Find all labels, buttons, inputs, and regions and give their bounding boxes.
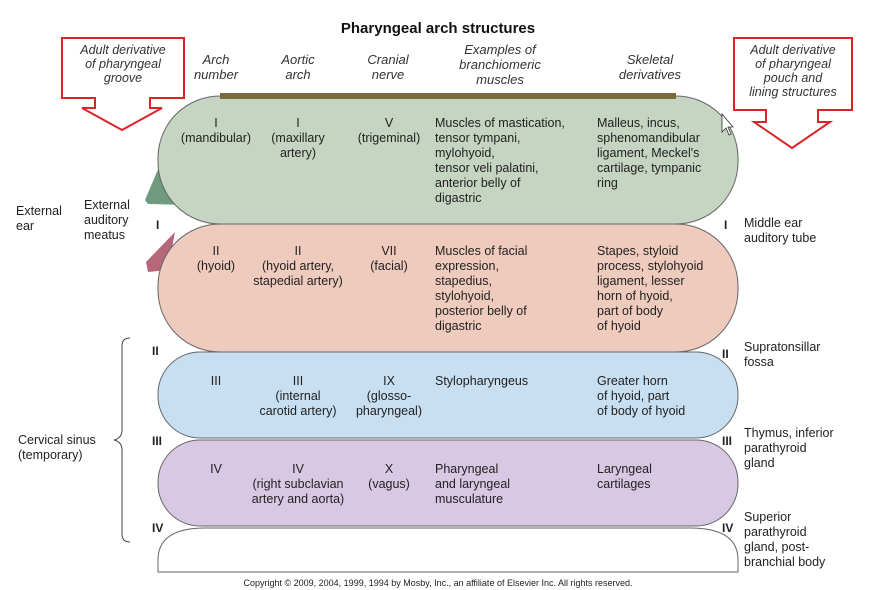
- pouch-number-3: III: [722, 434, 733, 448]
- header-skeletal: Skeletal derivatives: [618, 52, 682, 82]
- arch3-muscles: Stylopharyngeus: [435, 374, 529, 388]
- cervical-sinus-brace: [113, 337, 131, 543]
- header-muscles: Examples of branchiomeric muscles: [459, 42, 541, 87]
- groove-number-3: III: [152, 434, 163, 448]
- arch4-skeletal: Laryngeal cartilages: [597, 462, 652, 491]
- arch2-number: II (hyoid): [196, 244, 236, 273]
- header-aortic-arch: Aortic arch: [281, 52, 315, 82]
- pouch-derivative-label: Adult derivative of pharyngeal pouch and…: [749, 43, 837, 99]
- arch3-nerve: IX (glosso- pharyngeal): [355, 374, 422, 418]
- arch1-skeletal: Malleus, incus, sphenomandibular ligamen…: [597, 116, 702, 190]
- arch4-muscles: Pharyngeal and laryngeal musculature: [435, 462, 511, 506]
- arch2-muscles: Muscles of facial expression, stapedius,…: [435, 244, 528, 333]
- arch3-aortic: III (internal carotid artery): [259, 374, 337, 418]
- arch-bottom-partial: [157, 527, 739, 573]
- middle-ear-label: Middle ear auditory tube: [744, 216, 817, 245]
- mouse-cursor-icon: [721, 112, 734, 136]
- superior-parathyroid-label: Superior parathyroid gland, post- branch…: [744, 510, 826, 569]
- groove-number-4: IV: [152, 521, 164, 535]
- header-cranial-nerve: Cranial nerve: [367, 52, 409, 82]
- external-ear-label: External ear: [16, 204, 62, 233]
- cervical-sinus-label: Cervical sinus (temporary): [18, 433, 96, 462]
- arch1-muscles: Muscles of mastication, tensor tympani, …: [435, 116, 565, 205]
- thymus-label: Thymus, inferior parathyroid gland: [744, 426, 834, 470]
- arch3-number: III: [210, 374, 222, 388]
- copyright-notice: Copyright © 2009, 2004, 1999, 1994 by Mo…: [243, 578, 633, 588]
- arch2-nerve: VII (facial): [370, 244, 408, 273]
- arch-band-4: [157, 439, 739, 527]
- header-arch-number: Arch number: [193, 52, 239, 82]
- pouch-number-4: IV: [722, 521, 734, 535]
- groove-arrow: [61, 37, 185, 132]
- pouch-arrow: [733, 37, 853, 150]
- arch1-nerve: V (trigeminal): [357, 116, 421, 145]
- arch1-aortic: I (maxillary artery): [271, 116, 325, 160]
- arch4-aortic: IV (right subclavian artery and aorta): [251, 462, 345, 506]
- arch1-number: I (mandibular): [180, 116, 252, 145]
- arch2-aortic: II (hyoid artery, stapedial artery): [253, 244, 343, 288]
- arch4-number: IV: [210, 462, 222, 476]
- diagram-title: Pharyngeal arch structures: [340, 20, 536, 37]
- arch2-skeletal: Stapes, styloid process, stylohyoid liga…: [597, 244, 704, 333]
- pouch-number-2: II: [722, 347, 729, 361]
- groove-derivative-label: Adult derivative of pharyngeal groove: [80, 43, 166, 85]
- arch-band-3: [157, 351, 739, 439]
- groove-number-1: I: [156, 218, 160, 232]
- pouch-number-1: I: [724, 218, 728, 232]
- top-bar: [220, 93, 676, 99]
- arch4-nerve: X (vagus): [368, 462, 410, 491]
- external-auditory-meatus-label: External auditory meatus: [84, 198, 130, 242]
- arch3-skeletal: Greater horn of hyoid, part of body of h…: [597, 374, 686, 418]
- groove-number-2: II: [152, 344, 159, 358]
- supratonsillar-fossa-label: Supratonsillar fossa: [744, 340, 821, 369]
